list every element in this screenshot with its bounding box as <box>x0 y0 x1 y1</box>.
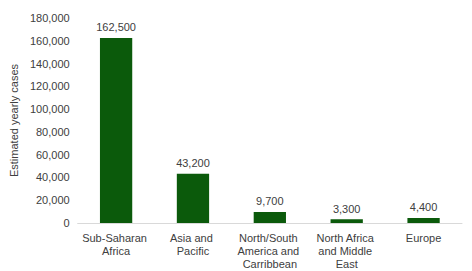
svg-text:North Africa: North Africa <box>316 232 377 244</box>
svg-text:140,000: 140,000 <box>30 58 70 70</box>
svg-text:160,000: 160,000 <box>30 35 70 47</box>
svg-text:60,000: 60,000 <box>36 149 70 161</box>
svg-text:180,000: 180,000 <box>30 12 70 24</box>
svg-text:120,000: 120,000 <box>30 80 70 92</box>
svg-text:Carribbean: Carribbean <box>243 258 297 270</box>
svg-text:North/South: North/South <box>239 232 301 244</box>
svg-text:162,500: 162,500 <box>96 21 136 33</box>
svg-text:100,000: 100,000 <box>30 103 70 115</box>
svg-text:3,300: 3,300 <box>333 203 361 215</box>
svg-text:9,700: 9,700 <box>256 195 284 207</box>
svg-text:20,000: 20,000 <box>36 194 70 206</box>
svg-text:East: East <box>336 258 358 270</box>
svg-text:80,000: 80,000 <box>36 126 70 138</box>
svg-text:America and: America and <box>237 245 302 257</box>
svg-text:0: 0 <box>64 217 70 229</box>
svg-text:Estimated yearly cases: Estimated yearly cases <box>8 63 20 177</box>
svg-text:and Middle: and Middle <box>318 245 375 257</box>
svg-text:4,400: 4,400 <box>410 201 438 213</box>
svg-text:40,000: 40,000 <box>36 171 70 183</box>
svg-text:Europe: Europe <box>406 232 441 244</box>
svg-text:Pacific: Pacific <box>177 245 210 257</box>
svg-text:43,200: 43,200 <box>176 157 210 169</box>
svg-text:Sub-Saharan: Sub-Saharan <box>82 232 150 244</box>
svg-text:Africa: Africa <box>102 245 131 257</box>
svg-text:Asia and: Asia and <box>170 232 216 244</box>
